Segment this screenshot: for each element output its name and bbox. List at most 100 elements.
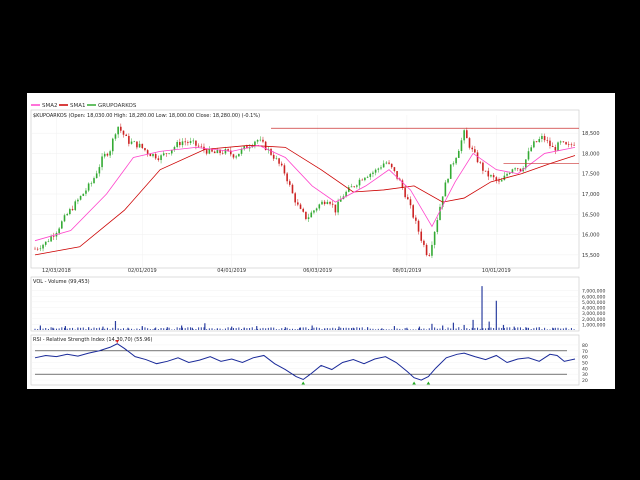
- volume-bar: [181, 325, 183, 330]
- candle-body: [280, 163, 283, 166]
- volume-bar: [131, 328, 133, 330]
- candle-body: [262, 139, 264, 142]
- candle-body: [562, 141, 565, 143]
- volume-bar: [34, 328, 36, 330]
- volume-bar: [477, 327, 479, 330]
- legend-item-sma2: SMA2: [31, 103, 58, 109]
- candle-body: [329, 201, 331, 204]
- volume-bar: [222, 329, 224, 330]
- volume-bar: [337, 329, 339, 330]
- candle-body: [487, 170, 490, 177]
- candle-body: [495, 177, 498, 181]
- candle-body: [98, 167, 101, 174]
- price-panel-title: $KUPOARKOS (Open: 18,030.00 High: 18,280…: [33, 113, 260, 119]
- candle-body: [111, 138, 114, 152]
- candle-body: [500, 180, 503, 182]
- volume-bar: [204, 323, 206, 330]
- candle-body: [197, 145, 200, 147]
- volume-bar: [273, 327, 275, 330]
- volume-bar: [128, 328, 130, 330]
- candle-body: [87, 183, 90, 191]
- volume-bar: [359, 327, 361, 330]
- candle-body: [34, 248, 36, 250]
- candle-body: [90, 183, 93, 184]
- candle-body: [511, 169, 514, 173]
- volume-bar: [501, 327, 503, 330]
- volume-bar: [329, 328, 331, 330]
- volume-bar: [412, 329, 414, 330]
- candle-body: [173, 147, 176, 150]
- volume-bar: [321, 329, 323, 330]
- volume-bar: [428, 328, 430, 330]
- candle-body: [484, 170, 487, 172]
- volume-bar: [313, 327, 315, 330]
- price-y-tick-label: 18,500: [582, 131, 600, 137]
- candle-body: [543, 136, 546, 141]
- volume-y-tick-label: 1,000,000: [582, 322, 605, 328]
- candle-body: [243, 146, 246, 150]
- volume-y-tick-label: 2,000,000: [582, 317, 605, 323]
- volume-bar: [393, 326, 396, 330]
- candle-body: [101, 156, 103, 168]
- volume-bar: [469, 329, 471, 330]
- volume-bar: [259, 328, 261, 330]
- volume-bar: [482, 328, 484, 330]
- candle-body: [77, 199, 79, 202]
- volume-bar: [552, 327, 554, 330]
- volume-bar: [506, 327, 508, 330]
- volume-bar: [334, 328, 336, 330]
- volume-bar: [104, 328, 106, 330]
- legend-label-sma1: SMA1: [70, 103, 86, 109]
- volume-bar: [361, 327, 363, 330]
- volume-bar: [256, 326, 258, 330]
- price-x-tick-label: 08/01/2019: [393, 268, 422, 274]
- volume-bar: [219, 328, 221, 330]
- volume-bar: [270, 328, 272, 330]
- candle-body: [63, 215, 66, 222]
- candle-body: [350, 186, 353, 188]
- candle-body: [240, 149, 243, 154]
- volume-bar: [96, 328, 98, 330]
- volume-bar: [291, 328, 293, 330]
- volume-bar: [495, 300, 497, 330]
- volume-bar: [85, 329, 87, 330]
- rsi-y-tick-label: 60: [582, 355, 588, 361]
- legend-label-grupoarkos: GRUPOARKOS: [98, 103, 137, 109]
- volume-bar: [123, 328, 125, 330]
- candle-body: [256, 140, 259, 142]
- candle-body: [299, 204, 302, 209]
- candle-body: [404, 187, 406, 198]
- volume-bar: [173, 329, 175, 330]
- volume-bar: [203, 327, 205, 330]
- volume-bar: [544, 327, 546, 330]
- volume-bar: [101, 328, 103, 330]
- candle-body: [58, 228, 60, 233]
- volume-bar: [289, 328, 291, 330]
- candle-body: [463, 130, 465, 141]
- candle-body: [479, 162, 482, 163]
- volume-bar: [45, 327, 47, 330]
- volume-bar: [554, 327, 556, 330]
- volume-bar: [458, 327, 460, 330]
- candle-body: [449, 164, 452, 179]
- volume-bar: [565, 327, 567, 330]
- candle-body: [289, 181, 291, 185]
- candle-body: [216, 149, 219, 154]
- volume-bar: [546, 329, 548, 330]
- candle-body: [506, 173, 508, 176]
- candle-body: [361, 179, 364, 181]
- candle-body: [248, 147, 251, 149]
- volume-bar: [353, 328, 355, 330]
- legend-item-grupoarkos: GRUPOARKOS: [87, 103, 137, 109]
- candle-body: [297, 202, 299, 205]
- volume-bar: [198, 327, 200, 330]
- candle-body: [165, 153, 168, 154]
- candle-body: [275, 158, 278, 159]
- price-y-axis: 18,500 18,000 17,500 17,000 16,500 16,000 15,5…: [582, 131, 600, 259]
- candle-body: [47, 241, 50, 242]
- volume-bar: [77, 328, 79, 330]
- volume-bar: [120, 328, 122, 330]
- volume-bar: [375, 329, 377, 330]
- volume-bar: [93, 327, 95, 330]
- candle-body: [557, 142, 559, 151]
